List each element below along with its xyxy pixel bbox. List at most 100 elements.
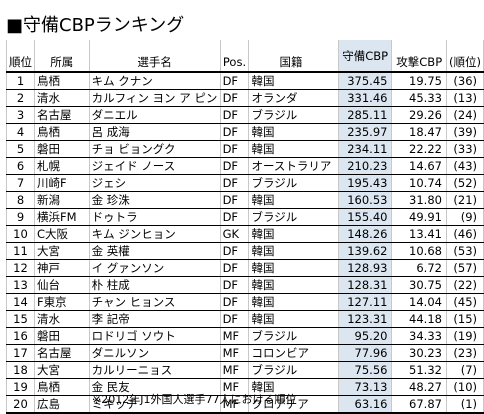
cell-club: 大宮 [34, 242, 90, 260]
cell-player-name: カルフィン ヨン ア ピン [88, 89, 221, 107]
cell-club: 磐田 [34, 327, 90, 345]
cell-rank: 19 [6, 378, 35, 396]
table-row: 6 札幌 ジェイド ノース DF オーストラリア 210.23 14.67 (43) [6, 157, 484, 175]
cell-player-name: 李 記帝 [88, 310, 221, 328]
table-row: 5 磐田 チョ ビョングク DF 韓国 234.11 22.22 (33) [6, 140, 484, 158]
cell-club: 磐田 [34, 140, 90, 158]
cell-position: DF [219, 259, 250, 277]
table-row: 17 名古屋 ダニルソン MF コロンビア 77.96 30.23 (23) [6, 344, 484, 362]
cell-rank: 9 [6, 208, 35, 226]
cell-attack-rank: (22) [445, 276, 484, 294]
cell-attack-rank: (43) [445, 157, 484, 175]
cell-nationality: 韓国 [248, 378, 339, 396]
cell-defense-cbp: 234.11 [337, 140, 393, 158]
cell-player-name: キム ジンヒョン [88, 225, 221, 243]
header-club: 所属 [34, 40, 90, 73]
cell-attack-cbp: 34.33 [391, 327, 447, 345]
cell-attack-cbp: 10.68 [391, 242, 447, 260]
cell-defense-cbp: 77.96 [337, 344, 393, 362]
cell-player-name: イ グァンソン [88, 259, 221, 277]
cell-player-name: 呂 成海 [88, 123, 221, 141]
cell-club: 横浜FM [34, 208, 90, 226]
cell-player-name: ダニエル [88, 106, 221, 124]
cell-attack-cbp: 19.75 [391, 72, 447, 90]
cell-rank: 17 [6, 344, 35, 362]
defense-cbp-ranking-table: 順位 所属 選手名 Pos. 国籍 守備CBP 攻撃CBP (順位) 1 鳥栖 キム… [6, 40, 484, 414]
cell-rank: 18 [6, 361, 35, 379]
header-attack-cbp: 攻撃CBP [391, 40, 447, 73]
cell-defense-cbp: 285.11 [337, 106, 393, 124]
cell-nationality: 韓国 [248, 293, 339, 311]
cell-rank: 1 [6, 72, 35, 90]
cell-attack-rank: (21) [445, 191, 484, 209]
cell-rank: 11 [6, 242, 35, 260]
cell-attack-rank: (33) [445, 140, 484, 158]
table-row: 18 大宮 カルリーニョス MF ブラジル 75.56 51.32 (7) [6, 361, 484, 379]
cell-rank: 13 [6, 276, 35, 294]
cell-nationality: 韓国 [248, 259, 339, 277]
cell-attack-rank: (23) [445, 344, 484, 362]
cell-attack-rank: (46) [445, 225, 484, 243]
cell-rank: 4 [6, 123, 35, 141]
table-row: 2 清水 カルフィン ヨン ア ピン DF オランダ 331.46 45.33 (13) [6, 89, 484, 107]
cell-defense-cbp: 128.93 [337, 259, 393, 277]
table-row: 9 横浜FM ドゥトラ DF ブラジル 155.40 49.91 (9) [6, 208, 484, 226]
cell-attack-rank: (10) [445, 378, 484, 396]
cell-position: DF [219, 72, 250, 90]
cell-player-name: 金 珍洙 [88, 191, 221, 209]
cell-club: C大阪 [34, 225, 90, 243]
cell-club: 名古屋 [34, 344, 90, 362]
cell-rank: 12 [6, 259, 35, 277]
cell-defense-cbp: 195.43 [337, 174, 393, 192]
cell-nationality: 韓国 [248, 140, 339, 158]
cell-position: MF [219, 378, 250, 396]
cell-position: DF [219, 208, 250, 226]
cell-attack-cbp: 45.33 [391, 89, 447, 107]
header-player-name: 選手名 [88, 40, 221, 73]
cell-defense-cbp: 139.62 [337, 242, 393, 260]
cell-rank: 5 [6, 140, 35, 158]
cell-attack-rank: (24) [445, 106, 484, 124]
footnote: ※2012年J1外国人選手77人における順位 [92, 393, 297, 406]
header-position: Pos. [219, 40, 250, 73]
table-row: 15 清水李 記帝 DF 韓国 123.31 44.18 (15) [6, 310, 484, 328]
cell-position: DF [219, 174, 250, 192]
cell-position: DF [219, 140, 250, 158]
cell-position: DF [219, 276, 250, 294]
cell-attack-cbp: 14.04 [391, 293, 447, 311]
cell-position: DF [219, 106, 250, 124]
cell-position: DF [219, 310, 250, 328]
cell-rank: 3 [6, 106, 35, 124]
cell-attack-cbp: 48.27 [391, 378, 447, 396]
cell-player-name: ジェシ [88, 174, 221, 192]
cell-attack-rank: (36) [445, 72, 484, 90]
cell-nationality: 韓国 [248, 72, 339, 90]
cell-nationality: 韓国 [248, 123, 339, 141]
cell-nationality: ブラジル [248, 174, 339, 192]
cell-attack-cbp: 31.80 [391, 191, 447, 209]
cell-club: 広島 [34, 395, 90, 414]
cell-player-name: 朴 柱成 [88, 276, 221, 294]
cell-attack-rank: (39) [445, 123, 484, 141]
table-row: 10 C大阪 キム ジンヒョン GK 韓国 148.26 13.41 (46) [6, 225, 484, 243]
cell-nationality: コロンビア [248, 344, 339, 362]
table-row: 7 川崎F ジェシ DF ブラジル 195.43 10.74 (52) [6, 174, 484, 192]
cell-attack-cbp: 29.26 [391, 106, 447, 124]
cell-defense-cbp: 235.97 [337, 123, 393, 141]
cell-defense-cbp: 148.26 [337, 225, 393, 243]
cell-nationality: ブラジル [248, 361, 339, 379]
cell-position: DF [219, 191, 250, 209]
table-row: 12 神戸イ グァンソン DF 韓国 128.93 6.72 (57) [6, 259, 484, 277]
cell-rank: 10 [6, 225, 35, 243]
cell-rank: 15 [6, 310, 35, 328]
cell-attack-cbp: 51.32 [391, 361, 447, 379]
cell-attack-cbp: 18.47 [391, 123, 447, 141]
cell-nationality: 韓国 [248, 242, 339, 260]
cell-position: DF [219, 123, 250, 141]
table-row: 1 鳥栖 キム クナン DF 韓国 375.45 19.75 (36) [6, 72, 484, 90]
cell-player-name: カルリーニョス [88, 361, 221, 379]
cell-defense-cbp: 95.20 [337, 327, 393, 345]
cell-player-name: ジェイド ノース [88, 157, 221, 175]
cell-rank: 20 [6, 395, 35, 414]
cell-club: 清水 [34, 310, 90, 328]
